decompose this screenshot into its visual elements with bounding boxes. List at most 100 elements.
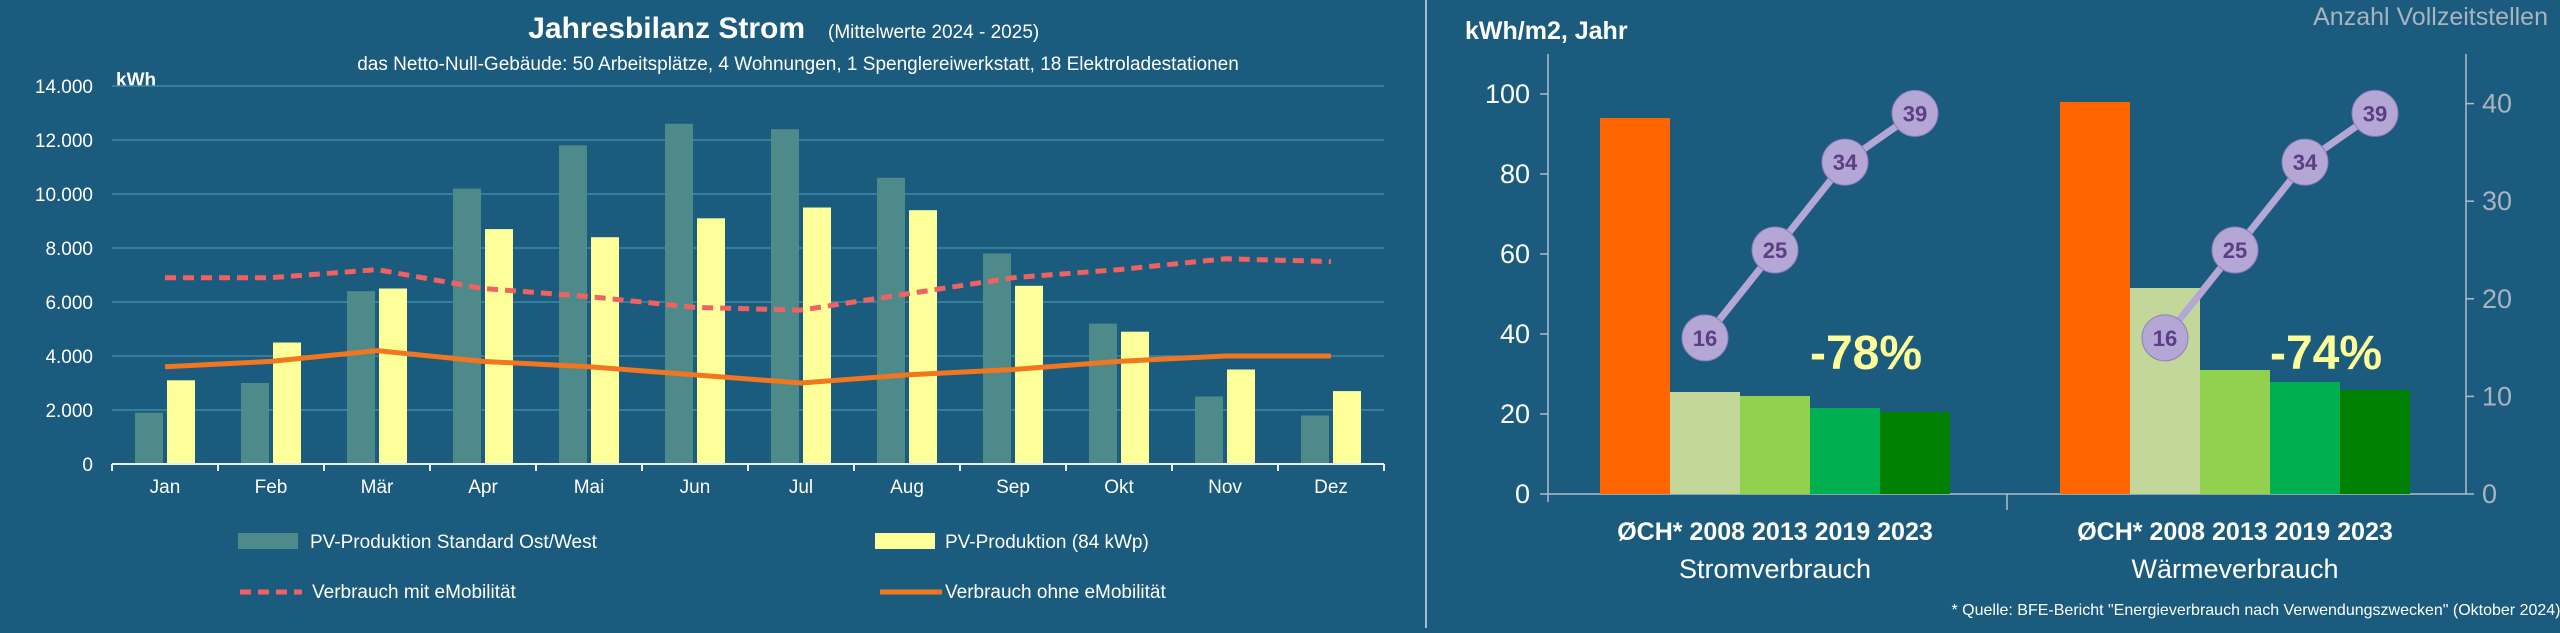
- bar-pv-standard: [877, 177, 905, 465]
- bar-pv-standard: [771, 129, 799, 464]
- right-y-axis-title: kWh/m2, Jahr: [1465, 17, 1628, 45]
- employee-point-label: 16: [1693, 326, 1717, 351]
- x-tick-label: Aug: [890, 477, 924, 498]
- reduction-label-waerme: -74%: [2270, 327, 2382, 380]
- bar-ch-average: [2060, 102, 2130, 494]
- employee-point: [2281, 138, 2329, 186]
- group-bars-label-waerme: ØCH* 2008 2013 2019 2023: [2077, 518, 2393, 546]
- bar-pv-84: [697, 218, 725, 464]
- y-tick-label: 12.000: [35, 131, 93, 152]
- legend-swatch-pv-84: [875, 533, 935, 549]
- left-chart: Jahresbilanz Strom (Mittelwerte 2024 - 2…: [35, 12, 1385, 603]
- group-name-strom: Stromverbrauch: [1679, 554, 1871, 584]
- y-tick-label: 6.000: [45, 293, 93, 314]
- employee-point: [2351, 89, 2399, 137]
- legend-label-pv-standard: PV-Produktion Standard Ost/West: [310, 532, 598, 553]
- x-tick-label: Jul: [789, 477, 813, 498]
- bar-ch-average: [1600, 118, 1670, 494]
- legend-label-consumption-emob: Verbrauch mit eMobilität: [312, 582, 517, 603]
- bar-pv-84: [379, 288, 407, 464]
- employee-point: [2141, 314, 2189, 362]
- employee-point: [2211, 226, 2259, 274]
- bar-pv-84: [909, 210, 937, 464]
- bar-pv-84: [485, 229, 513, 464]
- bar-pv-84: [803, 207, 831, 464]
- bar-pv-standard: [1301, 415, 1329, 464]
- left-gridlines: [112, 85, 1384, 411]
- left-chart-subtitle: das Netto-Null-Gebäude: 50 Arbeitsplätze…: [357, 54, 1239, 75]
- bar-2019: [2270, 382, 2340, 494]
- bar-pv-standard: [665, 123, 693, 465]
- bar-pv-standard: [241, 383, 269, 464]
- bar-pv-84: [1227, 369, 1255, 464]
- bar-pv-standard: [1195, 396, 1223, 464]
- employee-line: [2162, 110, 2378, 341]
- y-tick-label: 40: [1500, 319, 1530, 349]
- legend-label-pv-84: PV-Produktion (84 kWp): [945, 532, 1149, 553]
- employee-point-label: 16: [2153, 326, 2177, 351]
- left-chart-title-note: (Mittelwerte 2024 - 2025): [828, 22, 1039, 43]
- y2-tick-label: 10: [2482, 381, 2512, 411]
- bar-2008: [1670, 392, 1740, 494]
- employee-point-label: 34: [1833, 150, 1858, 175]
- bar-pv-84: [167, 380, 195, 464]
- x-tick-label: Feb: [255, 477, 288, 498]
- bar-pv-standard: [453, 188, 481, 464]
- reduction-label-strom: -78%: [1810, 327, 1922, 380]
- y-tick-label: 14.000: [35, 77, 93, 98]
- bar-pv-84: [1333, 391, 1361, 464]
- right-y2-axis-ticks: 0 10 20 30 40: [2482, 89, 2512, 509]
- x-tick-label: Jan: [150, 477, 181, 498]
- y2-tick-label: 40: [2482, 89, 2512, 119]
- employee-point: [1681, 314, 1729, 362]
- bar-pv-standard: [559, 145, 587, 464]
- left-lines: [164, 256, 1332, 386]
- bar-pv-standard: [983, 253, 1011, 464]
- legend-swatch-pv-standard: [238, 533, 298, 549]
- bar-pv-84: [1121, 331, 1149, 464]
- x-tick-label: Sep: [996, 477, 1030, 498]
- right-y2-axis-title: Anzahl Vollzeitstellen: [2313, 3, 2548, 31]
- y-tick-label: 10.000: [35, 185, 93, 206]
- x-tick-label: Nov: [1208, 477, 1242, 498]
- x-tick-label: Jun: [680, 477, 711, 498]
- left-chart-title: Jahresbilanz Strom: [528, 12, 805, 45]
- left-chart-unit-label: kWh: [116, 70, 156, 91]
- group-name-waerme: Wärmeverbrauch: [2131, 554, 2338, 584]
- y-tick-label: 80: [1500, 159, 1530, 189]
- bar-2023: [1880, 412, 1950, 494]
- x-tick-label: Mär: [361, 477, 394, 498]
- y-tick-label: 0: [82, 455, 93, 476]
- x-tick-label: Apr: [468, 477, 498, 498]
- legend-label-consumption-no-emob: Verbrauch ohne eMobilität: [945, 582, 1166, 603]
- bar-2019: [1810, 408, 1880, 494]
- employee-point-label: 25: [2223, 238, 2247, 263]
- bar-pv-84: [1015, 285, 1043, 464]
- bar-pv-standard: [347, 291, 375, 464]
- left-x-axis-labels: Jan Feb Mär Apr Mai Jun Jul Aug Sep Okt Nov Dez: [150, 477, 1348, 498]
- y-tick-label: 20: [1500, 399, 1530, 429]
- left-legend: PV-Produktion Standard Ost/West PV-Produ…: [238, 532, 1166, 603]
- y-tick-label: 4.000: [45, 347, 93, 368]
- x-tick-label: Dez: [1314, 477, 1348, 498]
- right-y-axis-ticks: 0 20 40 60 80 100: [1485, 79, 1530, 509]
- employee-point: [1821, 138, 1869, 186]
- y2-tick-label: 0: [2482, 479, 2497, 509]
- y-tick-label: 0: [1515, 479, 1530, 509]
- bar-2013: [2200, 370, 2270, 494]
- employee-line: [1702, 110, 1918, 341]
- employee-point-label: 39: [1903, 101, 1927, 126]
- line-consumption-emob: [165, 256, 1332, 313]
- bar-pv-standard: [1089, 323, 1117, 464]
- employee-lines: 16 25 34 39 16 25 34 39: [1681, 89, 2399, 362]
- y-tick-label: 60: [1500, 239, 1530, 269]
- bar-2023: [2340, 390, 2410, 494]
- employee-point-label: 39: [2363, 101, 2387, 126]
- line-consumption-no-emob: [164, 348, 1331, 386]
- right-chart: kWh/m2, Jahr Anzahl Vollzeitstellen 0 20…: [1465, 3, 2560, 619]
- footnote: * Quelle: BFE-Bericht "Energieverbrauch …: [1951, 602, 2560, 619]
- group-bars-label-strom: ØCH* 2008 2013 2019 2023: [1617, 518, 1933, 546]
- employee-point-label: 34: [2293, 150, 2318, 175]
